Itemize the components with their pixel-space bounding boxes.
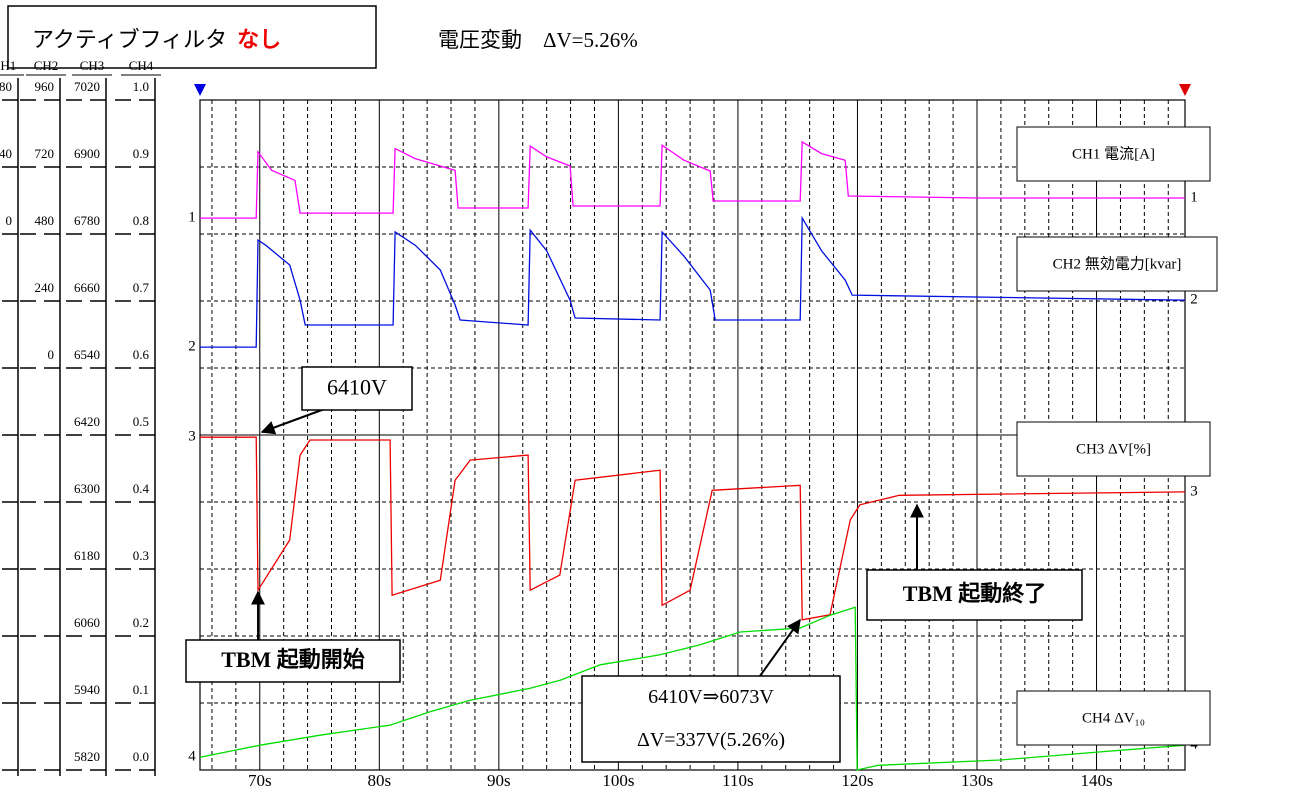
trace-marker: 3 (1190, 483, 1198, 499)
scale-tick-label: 6060 (74, 615, 100, 630)
trace-marker: 1 (1190, 189, 1198, 205)
scale-name: CH1 (0, 58, 16, 73)
scale-tick-label: 0.6 (133, 347, 150, 362)
legend-entry: CH4 ΔV₁₀ (1082, 710, 1145, 726)
annotation-text: TBM 起動開始 (221, 647, 365, 672)
trace-marker: 4 (188, 749, 196, 765)
scale-name: CH3 (80, 58, 105, 73)
annotation-box (301, 366, 413, 411)
scale-name: CH4 (129, 58, 154, 73)
annotation-box (185, 639, 401, 683)
start-cursor (194, 84, 206, 96)
scale-name: CH2 (34, 58, 59, 73)
scale-tick-label: 7020 (74, 79, 100, 94)
scale-tick-label: 5940 (74, 682, 100, 697)
scale-tick-label: 960 (35, 79, 55, 94)
scale-tick-label: 0 (48, 347, 55, 362)
x-tick-label: 120s (841, 771, 873, 790)
scale-tick-label: 0.8 (133, 213, 149, 228)
legend-box (1016, 421, 1211, 477)
scale-tick-label: 0.2 (133, 615, 149, 630)
x-tick-label: 90s (487, 771, 511, 790)
x-tick-label: 110s (722, 771, 754, 790)
legend-box (1016, 126, 1211, 182)
scale-tick-label: 6660 (74, 280, 100, 295)
legend-entry: CH2 無効電力[kvar] (1053, 255, 1182, 272)
trace-marker: 3 (188, 429, 196, 445)
annotation-text: TBM 起動終了 (903, 581, 1047, 606)
annotation-box (581, 675, 841, 763)
trace (199, 606, 1186, 771)
x-tick-label: 100s (602, 771, 634, 790)
trace (200, 140, 1185, 219)
scale-tick-label: 40 (0, 146, 12, 161)
scale-tick-label: 6180 (74, 548, 100, 563)
x-tick-label: 130s (961, 771, 993, 790)
filter-state: なし (237, 27, 281, 52)
x-tick-label: 80s (367, 771, 391, 790)
scale-tick-label: 5820 (74, 749, 100, 764)
scale-tick-label: 0.5 (133, 414, 149, 429)
header-box (7, 5, 377, 69)
voltage-text: 電圧変動 ΔV=5.26% (438, 28, 638, 52)
annotation-arrow (260, 406, 331, 435)
annotation-text: ΔV=337V(5.26%) (637, 729, 785, 751)
scale-tick-label: 0.4 (133, 481, 150, 496)
trace (200, 215, 1186, 348)
annotation-arrow (759, 618, 801, 677)
scale-tick-label: 0.9 (133, 146, 149, 161)
scale-tick-label: 0.3 (133, 548, 149, 563)
legend-box (1016, 690, 1211, 746)
end-cursor (1179, 84, 1191, 96)
scale-tick-label: 6540 (74, 347, 100, 362)
scale-tick-label: 1.0 (133, 79, 149, 94)
x-tick-label: 140s (1080, 771, 1112, 790)
scale-tick-label: 0.0 (133, 749, 149, 764)
annotation-text: 6410V (327, 375, 387, 400)
header-label: アクティブフィルタ なし (32, 27, 281, 52)
trace-marker: 2 (188, 339, 196, 355)
scale-tick-label: 0.1 (133, 682, 149, 697)
trace-marker: 1 (188, 210, 196, 226)
trace (200, 436, 1186, 621)
scale-tick-label: 80 (0, 79, 12, 94)
scale-tick-label: 0 (6, 213, 13, 228)
annotation-text: 6410V⇒6073V (648, 686, 774, 708)
scale-tick-label: 6780 (74, 213, 100, 228)
x-tick-label: 70s (248, 771, 272, 790)
scale-tick-label: 240 (35, 280, 55, 295)
filter-label: アクティブフィルタ (32, 27, 227, 52)
scale-tick-label: 0.7 (133, 280, 150, 295)
annotation-box (866, 569, 1083, 621)
scale-tick-label: 6900 (74, 146, 100, 161)
legend-entry: CH1 電流[A] (1072, 145, 1155, 162)
trace-marker: 2 (1190, 292, 1198, 308)
scale-tick-label: 6420 (74, 414, 100, 429)
legend-entry: CH3 ΔV[%] (1076, 441, 1151, 457)
scale-tick-label: 720 (35, 146, 55, 161)
scale-tick-label: 6300 (74, 481, 100, 496)
scale-tick-label: 480 (35, 213, 55, 228)
legend-box (1016, 236, 1218, 292)
